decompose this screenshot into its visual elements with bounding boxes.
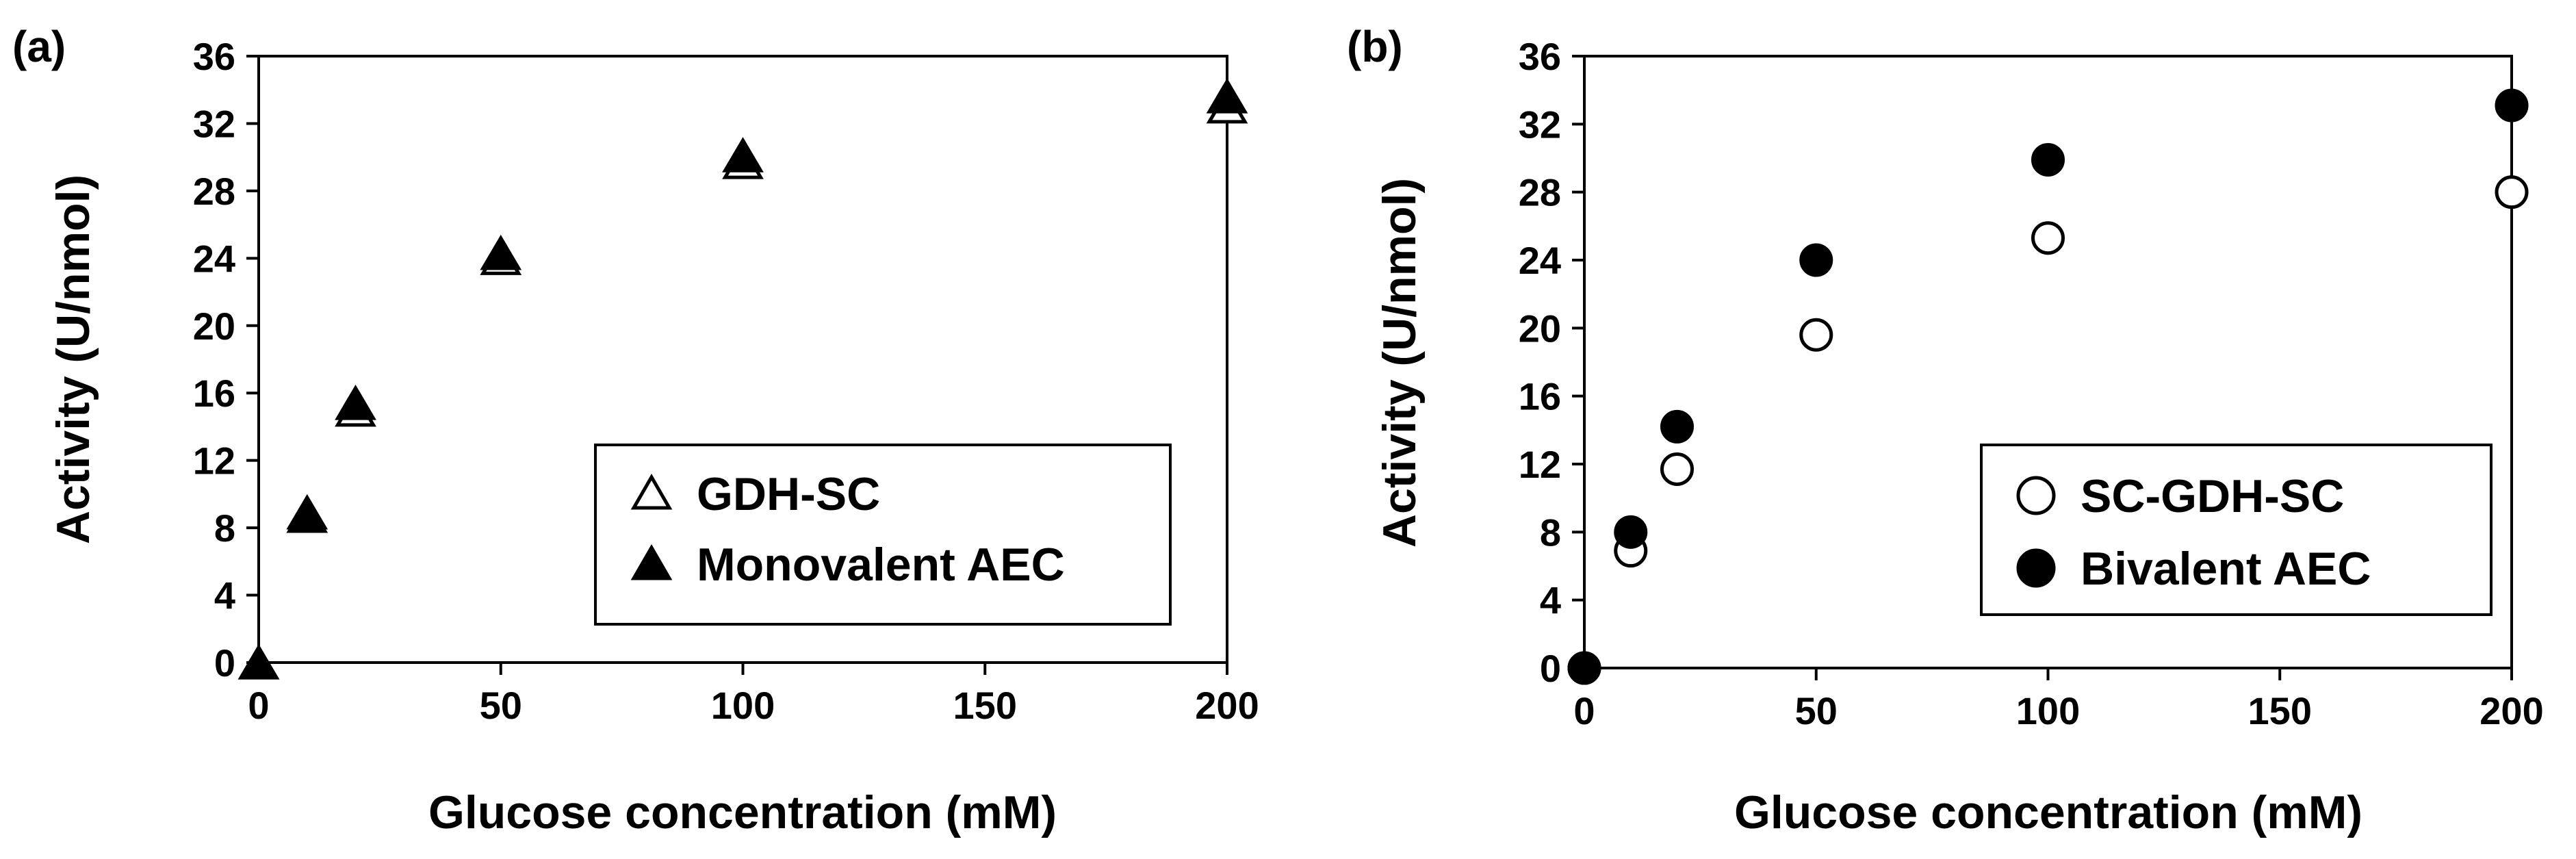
- panel-label-b: (b): [1347, 22, 1403, 71]
- data-point-monovalent-aec: [480, 234, 522, 270]
- y-tick-label: 12: [193, 439, 235, 483]
- data-point-monovalent-aec: [722, 137, 764, 172]
- y-tick-label: 0: [214, 641, 235, 684]
- y-axis-title-b: Activity (U/nmol): [1374, 178, 1426, 548]
- x-tick-label: 50: [1795, 689, 1838, 732]
- data-point-monovalent-aec: [237, 643, 280, 680]
- chart-panel-a: (a) 0 4 8 12 16 20 24 28 32 36 0 50 100 150 200 Gluco…: [12, 22, 1259, 838]
- x-axis-title-b: Glucose concentration (mM): [1734, 786, 2362, 838]
- data-point-monovalent-aec: [335, 384, 376, 420]
- legend-b: SC-GDH-SC Bivalent AEC: [1980, 444, 2493, 616]
- y-tick-label: 20: [1519, 307, 1561, 350]
- x-axis-title-a: Glucose concentration (mM): [428, 786, 1057, 838]
- y-axis-title-a: Activity (U/nmol): [47, 175, 99, 544]
- x-tick-label: 50: [480, 684, 522, 727]
- data-point-bivalent-aec: [1799, 243, 1833, 277]
- legend-box-a: [594, 444, 1172, 626]
- data-points-a: [237, 78, 1248, 680]
- y-axis-a: 0 4 8 12 16 20 24 28 32 36: [193, 35, 259, 684]
- data-point-sc-gdh-sc: [1660, 452, 1694, 486]
- legend-marker-monovalent-aec: [630, 544, 673, 580]
- data-points-b: [1567, 88, 2529, 685]
- x-tick-label: 100: [2016, 689, 2080, 732]
- y-tick-label: 16: [193, 372, 235, 415]
- y-axis-b: 0 4 8 12 16 20 24 28 32 36: [1519, 35, 1584, 690]
- legend-marker-gdh-sc: [630, 474, 673, 510]
- legend-label-bivalent-aec: Bivalent AEC: [2081, 543, 2371, 595]
- y-tick-label: 8: [1540, 511, 1561, 554]
- data-point-bivalent-aec: [1567, 651, 1601, 685]
- y-tick-label: 8: [214, 507, 235, 550]
- x-tick-label: 200: [1195, 684, 1259, 727]
- x-tick-label: 150: [953, 684, 1017, 727]
- y-tick-label: 28: [1519, 171, 1561, 214]
- y-tick-label: 24: [193, 237, 235, 280]
- y-tick-label: 28: [193, 170, 235, 213]
- y-tick-label: 32: [193, 102, 235, 145]
- y-tick-label: 36: [1519, 35, 1561, 78]
- data-point-sc-gdh-sc: [2031, 221, 2065, 255]
- legend-label-gdh-sc: GDH-SC: [697, 468, 880, 520]
- y-tick-label: 4: [1540, 579, 1561, 622]
- chart-panel-b: (b) 0 4 8 12 16 20 24 28 32 36 0 50 100 150 200 Gluco…: [1347, 22, 2544, 838]
- y-tick-label: 24: [1519, 239, 1561, 282]
- data-point-sc-gdh-sc: [1799, 318, 1833, 352]
- data-point-bivalent-aec: [2495, 88, 2529, 123]
- data-point-bivalent-aec: [1660, 409, 1694, 444]
- panel-label-a: (a): [12, 22, 66, 71]
- legend-box-b: [1980, 444, 2493, 616]
- legend-a: GDH-SC Monovalent AEC: [594, 444, 1172, 626]
- data-point-sc-gdh-sc: [2495, 175, 2529, 209]
- x-tick-label: 200: [2480, 689, 2543, 732]
- data-point-bivalent-aec: [2031, 142, 2065, 177]
- y-tick-label: 20: [193, 305, 235, 348]
- x-tick-label: 0: [1573, 689, 1595, 732]
- x-axis-b: 0 50 100 150 200: [1573, 668, 2544, 732]
- x-axis-a: 0 50 100 150 200: [248, 663, 1259, 727]
- y-tick-label: 16: [1519, 375, 1561, 418]
- data-point-monovalent-aec: [286, 493, 329, 530]
- x-tick-label: 100: [711, 684, 775, 727]
- x-tick-label: 150: [2248, 689, 2312, 732]
- y-tick-label: 32: [1519, 103, 1561, 146]
- y-tick-label: 12: [1519, 443, 1561, 486]
- legend-marker-sc-gdh-sc: [2016, 476, 2056, 515]
- data-point-monovalent-aec: [1206, 78, 1248, 114]
- legend-marker-bivalent-aec: [2016, 548, 2056, 588]
- y-tick-label: 36: [193, 35, 235, 78]
- y-tick-label: 0: [1540, 647, 1561, 690]
- y-tick-label: 4: [214, 574, 235, 617]
- x-tick-label: 0: [248, 684, 269, 727]
- legend-label-sc-gdh-sc: SC-GDH-SC: [2081, 470, 2344, 522]
- legend-label-monovalent-aec: Monovalent AEC: [697, 539, 1065, 591]
- data-point-bivalent-aec: [1614, 515, 1648, 549]
